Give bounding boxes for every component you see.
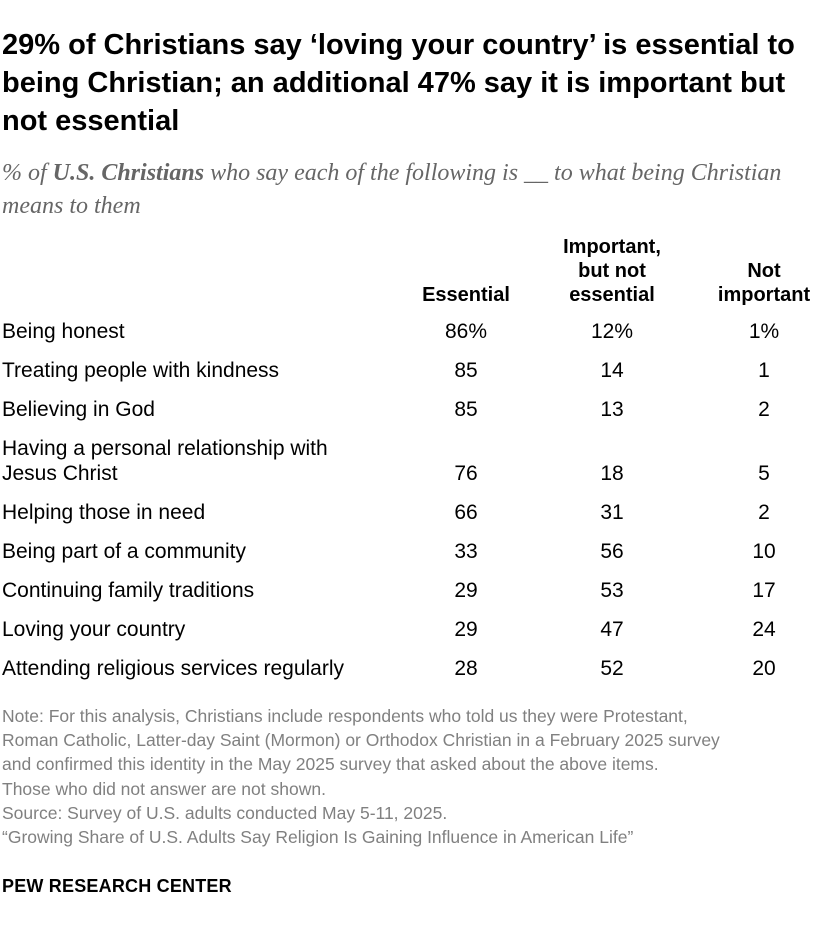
cell-essential-row-2: 85 bbox=[454, 359, 478, 382]
cell-essential-row-6: 33 bbox=[454, 540, 478, 563]
note-line-5: Source: Survey of U.S. adults conducted … bbox=[2, 802, 448, 823]
column-header-important-line-1: Important, bbox=[563, 236, 661, 258]
chart-subtitle: % of U.S. Christians who say each of the… bbox=[2, 157, 838, 223]
cell-important-row-1: 12% bbox=[590, 320, 634, 343]
cell-essential-row-8: 29 bbox=[454, 618, 478, 641]
cell-not_important-row-4: 5 bbox=[758, 462, 770, 485]
column-header-important-line-3: essential bbox=[569, 284, 655, 306]
cell-not_important-row-2: 1 bbox=[758, 359, 770, 382]
cell-essential-row-7: 29 bbox=[454, 579, 478, 602]
row-label-9: Attending religious services regularly bbox=[2, 657, 344, 680]
cell-not_important-row-6: 10 bbox=[752, 540, 776, 563]
cell-not_important-row-5: 2 bbox=[758, 501, 770, 524]
chart-title: 29% of Christians say ‘loving your count… bbox=[2, 29, 795, 137]
cell-important-row-8: 47 bbox=[600, 618, 624, 641]
column-header-essential-line-1: Essential bbox=[422, 284, 510, 306]
row-label-3: Believing in God bbox=[2, 398, 155, 421]
note-line-2: Roman Catholic, Latter-day Saint (Mormon… bbox=[2, 730, 720, 751]
column-header-not_important-line-1: Not bbox=[747, 260, 781, 282]
subtitle-prefix: % of bbox=[2, 160, 53, 186]
note-line-3: and confirmed this identity in the May 2… bbox=[2, 754, 659, 775]
cell-essential-row-4: 76 bbox=[454, 462, 478, 485]
row-label-7: Continuing family traditions bbox=[2, 579, 255, 602]
cell-important-row-2: 14 bbox=[600, 359, 624, 382]
cell-important-row-7: 53 bbox=[600, 579, 624, 602]
row-label-2: Treating people with kindness bbox=[2, 359, 280, 382]
row-label-4-line-2: Jesus Christ bbox=[2, 462, 118, 485]
cell-essential-row-9: 28 bbox=[454, 657, 478, 680]
brand-logo-text: PEW RESEARCH CENTER bbox=[2, 876, 232, 896]
row-label-1: Being honest bbox=[2, 320, 125, 343]
row-label-8: Loving your country bbox=[2, 618, 186, 641]
row-label-5: Helping those in need bbox=[2, 501, 206, 524]
cell-not_important-row-8: 24 bbox=[752, 618, 776, 641]
cell-important-row-9: 52 bbox=[600, 657, 624, 680]
note-line-4: Those who did not answer are not shown. bbox=[2, 778, 326, 799]
cell-not_important-row-7: 17 bbox=[752, 579, 776, 602]
subtitle-emphasis: U.S. Christians bbox=[52, 160, 205, 186]
note-line-1: Note: For this analysis, Christians incl… bbox=[2, 706, 688, 726]
row-label-4-line-1: Having a personal relationship with bbox=[2, 437, 328, 460]
column-header-not_important-line-2: important bbox=[717, 284, 811, 306]
column-header-important-line-2: but not bbox=[578, 260, 646, 282]
cell-important-row-5: 31 bbox=[600, 501, 624, 524]
subtitle-suffix: who say each of the following is __ to w… bbox=[2, 160, 782, 219]
row-label-6: Being part of a community bbox=[2, 540, 246, 563]
note-line-6: “Growing Share of U.S. Adults Say Religi… bbox=[2, 827, 634, 847]
cell-essential-row-3: 85 bbox=[454, 398, 478, 421]
cell-important-row-4: 18 bbox=[600, 462, 624, 485]
cell-not_important-row-1: 1% bbox=[748, 320, 780, 343]
cell-important-row-3: 13 bbox=[600, 398, 624, 421]
cell-essential-row-5: 66 bbox=[454, 501, 478, 524]
cell-important-row-6: 56 bbox=[600, 540, 624, 563]
cell-essential-row-1: 86% bbox=[444, 320, 488, 343]
cell-not_important-row-3: 2 bbox=[758, 398, 770, 421]
cell-not_important-row-9: 20 bbox=[752, 657, 776, 680]
